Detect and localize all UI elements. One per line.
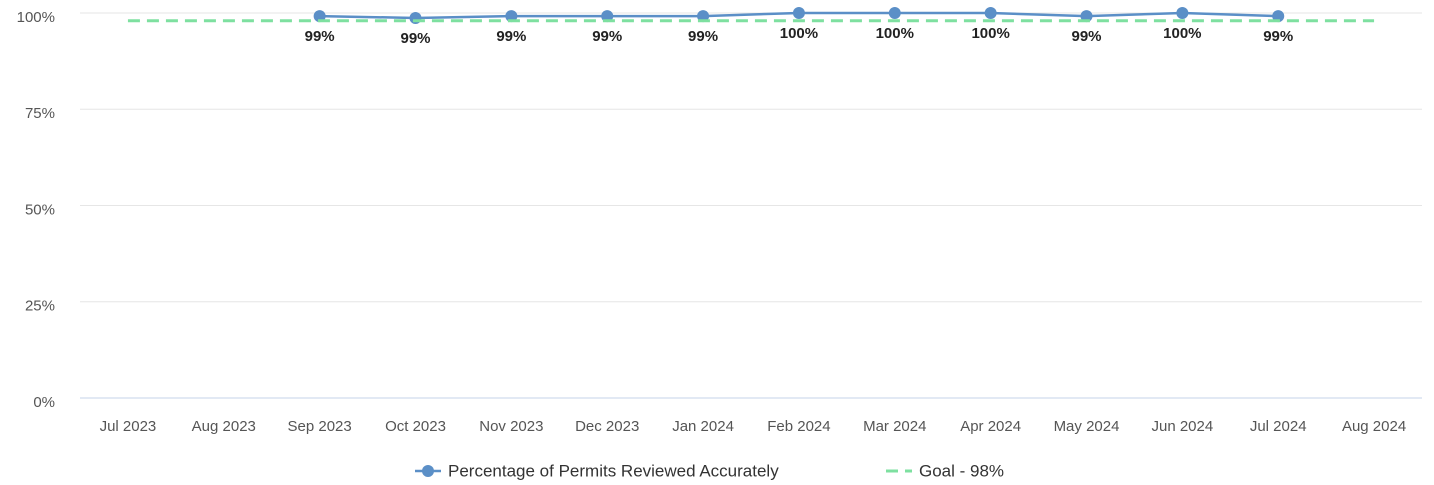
data-label: 99% bbox=[305, 28, 335, 45]
data-label: 100% bbox=[780, 25, 818, 42]
data-point bbox=[1080, 10, 1093, 23]
x-tick-label: Jul 2023 bbox=[100, 418, 157, 435]
data-point bbox=[601, 10, 614, 23]
legend-label: Goal - 98% bbox=[919, 461, 1004, 480]
legend-symbol bbox=[422, 465, 434, 477]
data-label: 99% bbox=[400, 30, 430, 47]
x-tick-label: Jul 2024 bbox=[1250, 418, 1307, 435]
data-point bbox=[984, 7, 997, 19]
data-label: 99% bbox=[1071, 28, 1101, 45]
data-label: 99% bbox=[1263, 28, 1293, 45]
x-tick-label: May 2024 bbox=[1054, 418, 1120, 435]
data-label: 99% bbox=[688, 28, 718, 45]
x-tick-label: Jun 2024 bbox=[1151, 418, 1213, 435]
x-tick-label: Feb 2024 bbox=[767, 418, 830, 435]
x-tick-label: Nov 2023 bbox=[479, 418, 543, 435]
data-label: 99% bbox=[592, 28, 622, 45]
y-tick-label: 75% bbox=[25, 105, 55, 122]
x-tick-label: Mar 2024 bbox=[863, 418, 926, 435]
data-point bbox=[697, 10, 710, 23]
data-label: 100% bbox=[1163, 25, 1201, 42]
x-tick-label: Jan 2024 bbox=[672, 418, 734, 435]
data-label: 100% bbox=[876, 25, 914, 42]
data-label: 99% bbox=[496, 28, 526, 45]
x-tick-label: Dec 2023 bbox=[575, 418, 639, 435]
y-tick-label: 25% bbox=[25, 298, 55, 315]
x-tick-label: Aug 2024 bbox=[1342, 418, 1406, 435]
data-point bbox=[1272, 10, 1285, 23]
data-point bbox=[505, 10, 518, 23]
legend-label: Percentage of Permits Reviewed Accuratel… bbox=[448, 461, 779, 480]
data-point bbox=[792, 7, 805, 19]
data-point bbox=[888, 7, 901, 19]
y-tick-label: 100% bbox=[17, 9, 55, 26]
data-point bbox=[1176, 7, 1189, 19]
x-tick-label: Apr 2024 bbox=[960, 418, 1021, 435]
data-point bbox=[313, 10, 326, 23]
x-tick-label: Oct 2023 bbox=[385, 418, 446, 435]
x-tick-label: Aug 2023 bbox=[192, 418, 256, 435]
data-label: 100% bbox=[971, 25, 1009, 42]
y-tick-label: 50% bbox=[25, 201, 55, 218]
data-point bbox=[409, 12, 422, 25]
x-tick-label: Sep 2023 bbox=[288, 418, 352, 435]
y-tick-label: 0% bbox=[33, 394, 55, 411]
